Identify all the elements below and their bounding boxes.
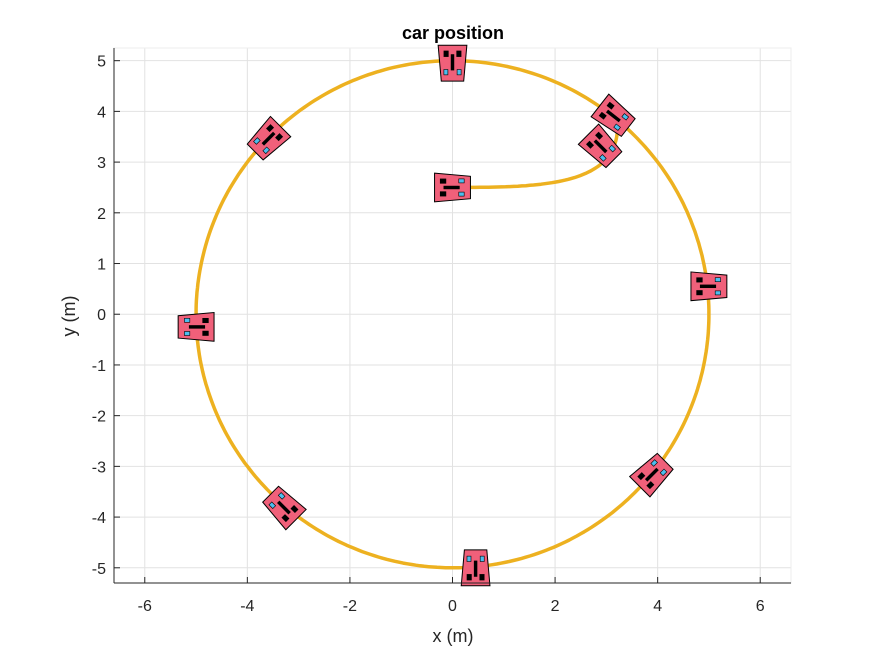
car-window	[613, 123, 621, 131]
car-window	[621, 113, 630, 121]
car-wheel	[290, 505, 299, 514]
car-wheel	[479, 574, 485, 581]
y-axis-label: y (m)	[59, 296, 79, 337]
car-marker	[460, 549, 491, 587]
car-window	[479, 555, 485, 562]
y-tick-label: -5	[92, 561, 106, 578]
car-window	[659, 468, 668, 477]
x-tick-label: 6	[756, 598, 765, 615]
car-wheel	[202, 317, 209, 324]
car-wheel	[598, 111, 607, 120]
car-wheel	[266, 124, 275, 133]
car-window	[443, 69, 449, 76]
y-tick-label: -1	[92, 358, 106, 375]
car-window	[277, 492, 286, 500]
cars-layer	[177, 44, 728, 587]
y-tick-label: -3	[92, 459, 106, 476]
car-marker	[577, 123, 623, 169]
car-marker	[690, 271, 728, 302]
car-axle	[188, 325, 206, 329]
car-axle	[605, 109, 621, 123]
car-wheel	[637, 472, 646, 481]
car-wheel	[595, 131, 604, 140]
car-axle	[277, 500, 291, 515]
car-axle	[699, 284, 717, 289]
car-wheel	[281, 514, 290, 523]
car-marker	[177, 311, 215, 342]
car-axle	[473, 560, 478, 577]
car-window	[458, 191, 465, 197]
car-wheel	[586, 140, 595, 149]
car-window	[599, 154, 607, 162]
car-axle	[450, 54, 455, 71]
car-wheel	[696, 277, 703, 283]
car-wheel	[606, 101, 615, 110]
x-tick-label: -6	[138, 598, 152, 615]
car-marker	[628, 452, 674, 498]
car-wheel	[646, 481, 655, 490]
x-axis-label: x (m)	[433, 626, 474, 646]
trajectory-layer	[194, 58, 711, 570]
car-window	[184, 331, 191, 336]
car-wheel	[202, 330, 209, 336]
trajectory-line	[194, 58, 711, 570]
car-window	[650, 459, 658, 467]
car-window	[714, 290, 721, 296]
car-axle	[443, 185, 460, 190]
x-tick-label: -2	[343, 598, 357, 615]
y-tick-label: 2	[97, 206, 106, 223]
x-tick-label: 4	[653, 598, 662, 615]
car-wheel	[275, 133, 284, 142]
car-axle	[261, 131, 276, 146]
car-marker	[434, 172, 471, 203]
x-tick-label: 2	[551, 598, 560, 615]
car-axle	[593, 139, 608, 154]
car-window	[253, 137, 261, 145]
car-wheel	[439, 178, 447, 184]
y-tick-label: 0	[97, 307, 106, 324]
car-window	[458, 178, 465, 184]
car-window	[262, 146, 270, 155]
car-wheel	[443, 50, 449, 57]
x-tick-label: -4	[240, 598, 254, 615]
x-tick-label: 0	[448, 598, 457, 615]
y-tick-label: 5	[97, 54, 106, 71]
car-wheel	[696, 290, 703, 296]
car-marker	[246, 115, 292, 161]
car-window	[714, 277, 721, 283]
car-window	[184, 317, 191, 323]
car-window	[456, 69, 462, 76]
car-axle	[644, 467, 659, 482]
car-wheel	[456, 50, 462, 57]
car-window	[268, 501, 277, 509]
grid-lines	[114, 48, 791, 583]
car-window	[466, 555, 472, 562]
y-tick-label: 3	[97, 155, 106, 172]
car-marker	[590, 93, 636, 138]
chart-title: car position	[402, 23, 504, 43]
car-wheel	[466, 574, 472, 581]
car-wheel	[439, 191, 447, 197]
y-tick-label: 4	[97, 104, 106, 121]
y-tick-label: -4	[92, 510, 106, 527]
axes-layer: -6 -4 -2 0 2 4 6 -5 -4 -3 -2 -1 0 1 2 3 4 5	[92, 48, 791, 615]
y-tick-label: 1	[97, 257, 106, 274]
car-window	[608, 144, 616, 153]
y-tick-label: -2	[92, 409, 106, 426]
car-marker	[262, 485, 307, 531]
car-marker	[437, 44, 468, 82]
